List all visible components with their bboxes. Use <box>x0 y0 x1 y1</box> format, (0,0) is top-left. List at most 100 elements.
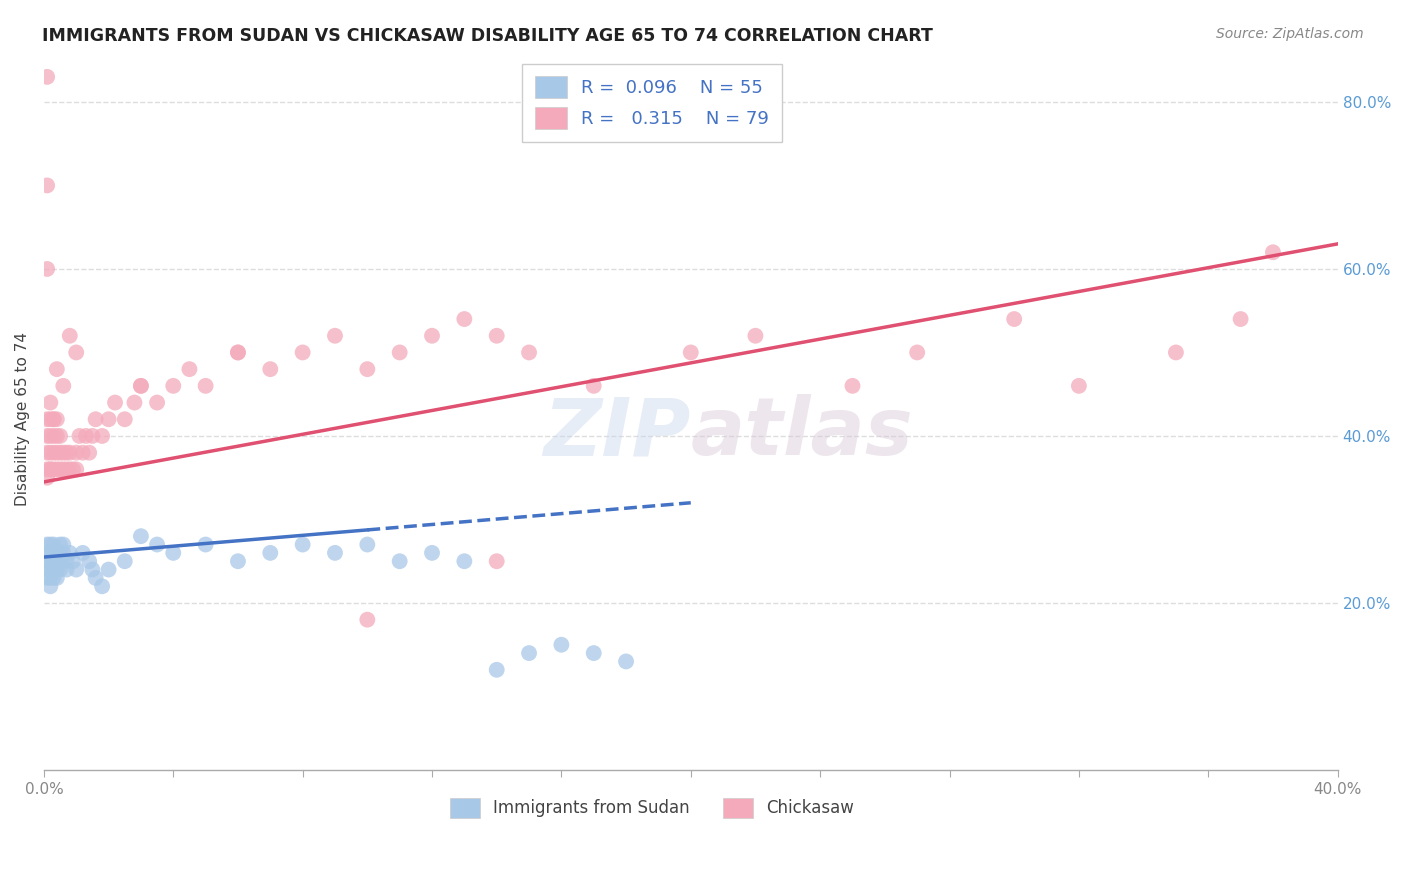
Point <box>49 445 72 459</box>
Point <box>49 546 72 560</box>
Point <box>226 345 249 359</box>
Point <box>1229 312 1251 326</box>
Point <box>39 563 62 577</box>
Point <box>37 537 59 551</box>
Point <box>39 462 62 476</box>
Point <box>42 537 65 551</box>
Point <box>37 429 59 443</box>
Point <box>39 445 62 459</box>
Point <box>39 554 62 568</box>
Point <box>62 554 84 568</box>
Point <box>226 345 249 359</box>
Point <box>59 546 82 560</box>
Point <box>550 638 572 652</box>
Point <box>291 345 314 359</box>
Point <box>42 445 65 459</box>
Point <box>39 395 62 409</box>
Point <box>69 429 91 443</box>
Point <box>37 262 59 277</box>
Point <box>37 563 59 577</box>
Point <box>420 328 443 343</box>
Point <box>114 554 136 568</box>
Point <box>49 563 72 577</box>
Point <box>1261 245 1284 260</box>
Point <box>42 563 65 577</box>
Point <box>42 554 65 568</box>
Point <box>77 445 100 459</box>
Point <box>39 546 62 560</box>
Point <box>291 537 314 551</box>
Point <box>82 563 104 577</box>
Point <box>37 412 59 426</box>
Point <box>49 429 72 443</box>
Text: ZIP: ZIP <box>543 394 690 472</box>
Point <box>194 537 217 551</box>
Y-axis label: Disability Age 65 to 74: Disability Age 65 to 74 <box>15 332 30 507</box>
Point <box>679 345 702 359</box>
Point <box>388 345 411 359</box>
Point <box>97 563 120 577</box>
Point <box>72 546 94 560</box>
Point <box>55 445 77 459</box>
Point <box>42 429 65 443</box>
Point <box>45 571 67 585</box>
Point <box>194 379 217 393</box>
Point <box>45 563 67 577</box>
Point <box>517 646 540 660</box>
Point <box>39 429 62 443</box>
Text: Source: ZipAtlas.com: Source: ZipAtlas.com <box>1216 27 1364 41</box>
Point <box>744 328 766 343</box>
Point <box>42 412 65 426</box>
Point <box>72 445 94 459</box>
Point <box>65 345 87 359</box>
Legend: Immigrants from Sudan, Chickasaw: Immigrants from Sudan, Chickasaw <box>443 791 860 825</box>
Point <box>162 546 184 560</box>
Point <box>52 445 75 459</box>
Point <box>42 412 65 426</box>
Point <box>84 412 107 426</box>
Point <box>55 563 77 577</box>
Point <box>39 537 62 551</box>
Point <box>485 328 508 343</box>
Point <box>97 412 120 426</box>
Point <box>45 445 67 459</box>
Point <box>614 655 637 669</box>
Point <box>226 554 249 568</box>
Point <box>323 546 346 560</box>
Point <box>1067 379 1090 393</box>
Point <box>905 345 928 359</box>
Point <box>59 462 82 476</box>
Point <box>75 429 97 443</box>
Point <box>37 445 59 459</box>
Point <box>453 554 475 568</box>
Point <box>582 646 605 660</box>
Point <box>37 546 59 560</box>
Point <box>124 395 146 409</box>
Point <box>45 362 67 376</box>
Point <box>49 554 72 568</box>
Point <box>356 362 378 376</box>
Point <box>485 663 508 677</box>
Point <box>65 563 87 577</box>
Point <box>129 379 152 393</box>
Point <box>37 462 59 476</box>
Point <box>388 554 411 568</box>
Point <box>55 462 77 476</box>
Point <box>52 379 75 393</box>
Point <box>1164 345 1187 359</box>
Point <box>259 546 281 560</box>
Point <box>49 462 72 476</box>
Point <box>82 429 104 443</box>
Point <box>104 395 127 409</box>
Point <box>49 537 72 551</box>
Point <box>114 412 136 426</box>
Point <box>259 362 281 376</box>
Point <box>52 546 75 560</box>
Point <box>37 178 59 193</box>
Point <box>129 529 152 543</box>
Point <box>582 379 605 393</box>
Point <box>39 579 62 593</box>
Point <box>39 571 62 585</box>
Point <box>485 554 508 568</box>
Point <box>179 362 201 376</box>
